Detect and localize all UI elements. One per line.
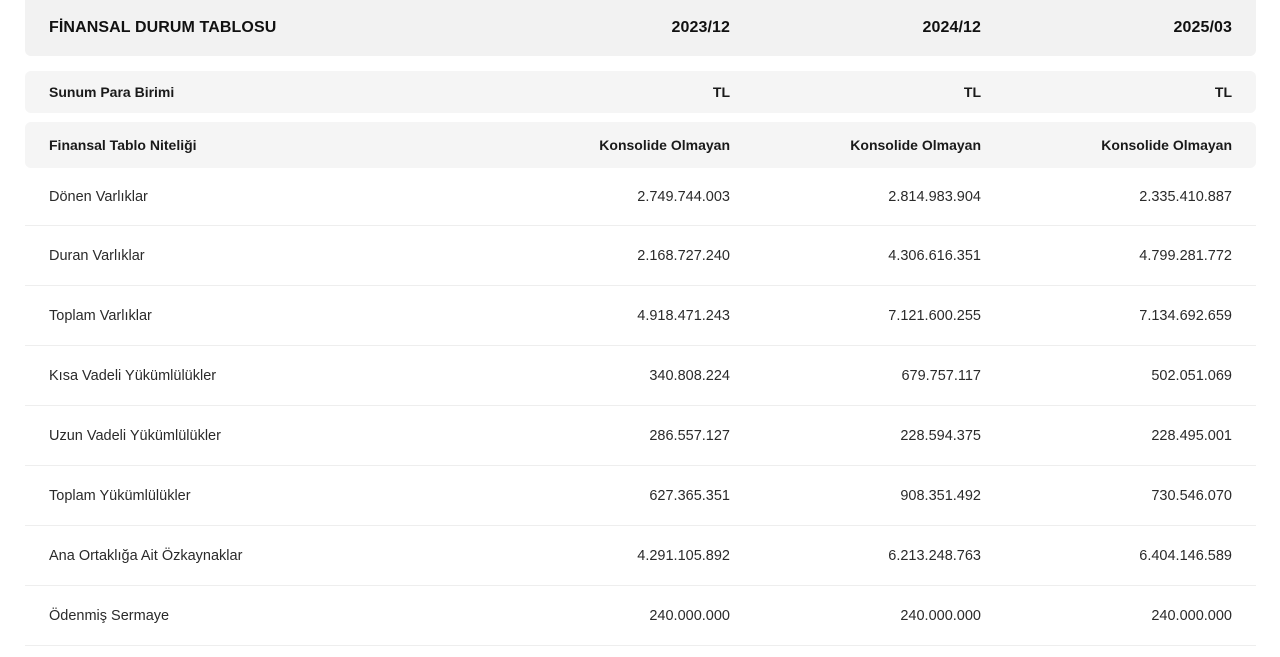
row-label: Kısa Vadeli Yükümlülükler [49, 367, 217, 384]
row-value: 7.134.692.659 [1139, 307, 1232, 324]
row-value: 6.404.146.589 [1139, 547, 1232, 564]
row-value: 679.757.117 [901, 367, 981, 384]
row-value: 240.000.000 [900, 607, 981, 624]
row-value: 4.799.281.772 [1139, 247, 1232, 264]
period-header-2024-12: 2024/12 [922, 19, 981, 36]
table-row: Duran Varlıklar 2.168.727.240 4.306.616.… [25, 226, 1256, 286]
row-value: 908.351.492 [900, 487, 981, 504]
row-value: 240.000.000 [1151, 607, 1232, 624]
row-label: Uzun Vadeli Yükümlülükler [49, 427, 221, 444]
row-label: Toplam Yükümlülükler [49, 487, 191, 504]
financial-position-table: FİNANSAL DURUM TABLOSU 2023/12 2024/12 2… [25, 0, 1256, 646]
row-value: 228.495.001 [1151, 427, 1232, 444]
table-header-row: FİNANSAL DURUM TABLOSU 2023/12 2024/12 2… [25, 0, 1256, 56]
row-value: 240.000.000 [649, 607, 730, 624]
statement-nature-label: Finansal Tablo Niteliği [49, 137, 197, 153]
statement-nature-value: Konsolide Olmayan [599, 137, 730, 153]
currency-row-label: Sunum Para Birimi [49, 84, 175, 100]
row-value: 7.121.600.255 [888, 307, 981, 324]
row-value: 340.808.224 [649, 367, 730, 384]
statement-nature-row: Finansal Tablo Niteliği Konsolide Olmaya… [25, 122, 1256, 168]
table-row: Toplam Varlıklar 4.918.471.243 7.121.600… [25, 286, 1256, 346]
statement-nature-value: Konsolide Olmayan [850, 137, 981, 153]
row-value: 502.051.069 [1151, 367, 1232, 384]
row-value: 4.291.105.892 [637, 547, 730, 564]
row-value: 2.335.410.887 [1139, 188, 1232, 205]
row-value: 286.557.127 [649, 427, 730, 444]
table-row: Toplam Yükümlülükler 627.365.351 908.351… [25, 466, 1256, 526]
table-row: Ana Ortaklığa Ait Özkaynaklar 4.291.105.… [25, 526, 1256, 586]
row-value: 6.213.248.763 [888, 547, 981, 564]
currency-value: TL [963, 84, 981, 100]
row-value: 2.168.727.240 [637, 247, 730, 264]
row-label: Ana Ortaklığa Ait Özkaynaklar [49, 547, 243, 564]
row-value: 2.814.983.904 [888, 188, 981, 205]
row-value: 627.365.351 [649, 487, 730, 504]
row-label: Duran Varlıklar [49, 247, 145, 264]
statement-nature-value: Konsolide Olmayan [1101, 137, 1232, 153]
period-header-2023-12: 2023/12 [671, 19, 730, 36]
row-value: 228.594.375 [900, 427, 981, 444]
currency-row: Sunum Para Birimi TL TL TL [25, 71, 1256, 113]
table-title: FİNANSAL DURUM TABLOSU [49, 19, 277, 36]
period-header-2025-03: 2025/03 [1173, 19, 1232, 36]
row-value: 4.918.471.243 [637, 307, 730, 324]
row-label: Dönen Varlıklar [49, 188, 148, 205]
currency-value: TL [1214, 84, 1232, 100]
table-row: Uzun Vadeli Yükümlülükler 286.557.127 22… [25, 406, 1256, 466]
currency-value: TL [712, 84, 730, 100]
table-row: Ödenmiş Sermaye 240.000.000 240.000.000 … [25, 586, 1256, 646]
row-label: Toplam Varlıklar [49, 307, 152, 324]
row-label: Ödenmiş Sermaye [49, 607, 170, 624]
row-value: 4.306.616.351 [888, 247, 981, 264]
table-row: Dönen Varlıklar 2.749.744.003 2.814.983.… [25, 168, 1256, 226]
row-value: 730.546.070 [1151, 487, 1232, 504]
row-value: 2.749.744.003 [637, 188, 730, 205]
table-row: Kısa Vadeli Yükümlülükler 340.808.224 67… [25, 346, 1256, 406]
